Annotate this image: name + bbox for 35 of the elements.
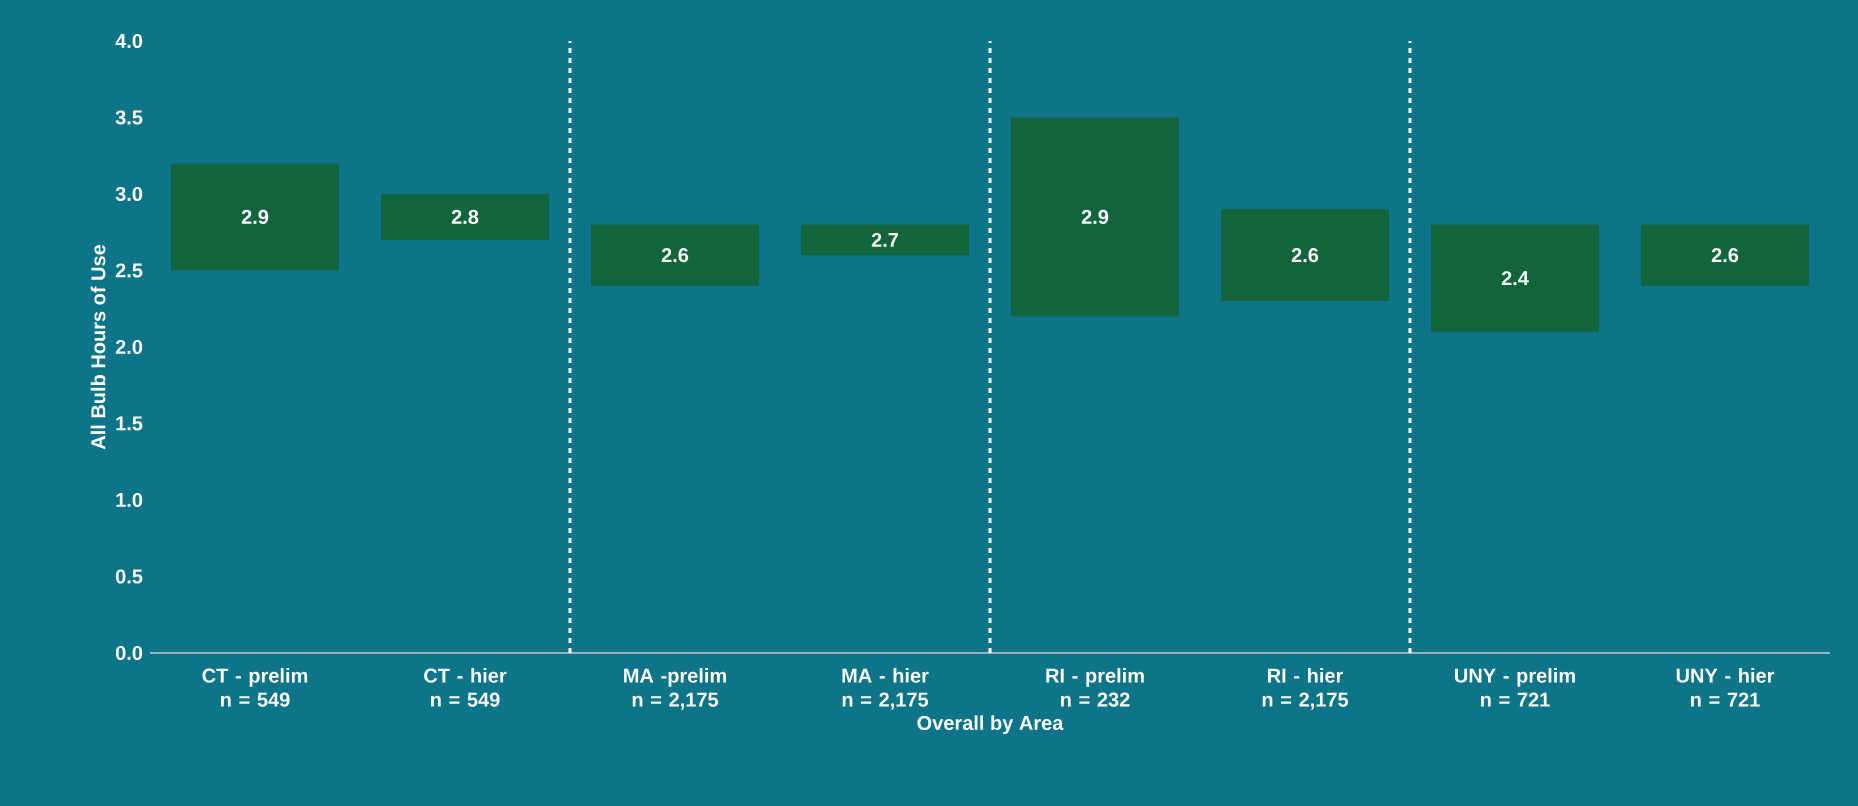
bar xyxy=(171,163,340,271)
bar xyxy=(1431,224,1599,332)
bar xyxy=(801,224,969,256)
y-tick-label: 1.0 xyxy=(116,492,143,508)
x-tick-label: RI - hier n = 2,175 xyxy=(1262,668,1349,710)
x-axis-title: Overall by Area xyxy=(917,715,1064,735)
x-tick-label: UNY - prelim n = 721 xyxy=(1455,668,1575,707)
annotation: 2.4 xyxy=(1501,271,1529,286)
y-tick-label: 4.0 xyxy=(115,33,143,49)
y-tick-label: 0.0 xyxy=(115,645,143,661)
y-tick-label: 3.5 xyxy=(115,110,143,125)
annotation: 2.7 xyxy=(871,232,899,247)
x-tick-label: UNY - hier n = 721 xyxy=(1676,668,1775,707)
y-tick-label: 2.5 xyxy=(115,263,143,278)
annotation: 2.6 xyxy=(1711,248,1739,263)
bar xyxy=(1641,224,1809,286)
bar xyxy=(381,193,550,240)
x-tick-label: RI - prelim n = 232 xyxy=(1046,668,1144,707)
annotation: 2.8 xyxy=(451,209,479,225)
x-tick-label: CT - hier n = 549 xyxy=(424,668,507,707)
annotation: 2.9 xyxy=(1081,209,1109,225)
y-tick-label: 2.0 xyxy=(115,339,143,355)
x-tick-label: MA - hier n = 2,175 xyxy=(842,668,929,710)
x-tick-label: MA -prelim n = 2,175 xyxy=(624,668,726,710)
annotation: 2.6 xyxy=(661,248,689,263)
y-tick-label: 0.5 xyxy=(115,569,143,584)
x-tick-label: CT - prelim n = 549 xyxy=(202,668,308,707)
bar xyxy=(1221,209,1389,302)
y-tick-label: 3.0 xyxy=(115,186,143,202)
y-axis-title: All Bulb Hours of Use xyxy=(90,244,106,450)
y-tick-label: 1.5 xyxy=(116,416,143,431)
annotation: 2.6 xyxy=(1291,248,1319,263)
bar xyxy=(1011,117,1179,317)
annotation: 2.9 xyxy=(241,209,269,225)
bar xyxy=(591,224,759,286)
